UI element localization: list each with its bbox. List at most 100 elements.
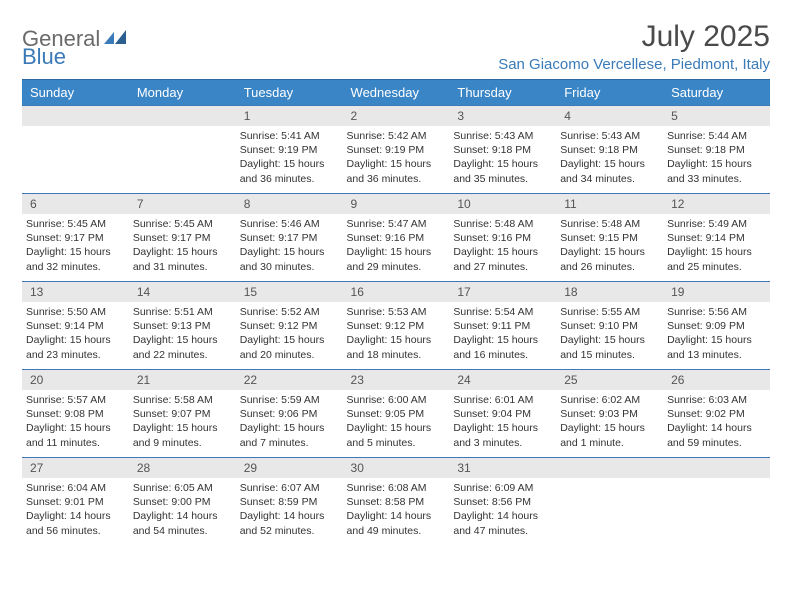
logo-text-2: Blue	[22, 44, 66, 69]
weekday-header: Monday	[129, 80, 236, 106]
calendar-cell: 21Sunrise: 5:58 AMSunset: 9:07 PMDayligh…	[129, 370, 236, 458]
day-details: Sunrise: 6:04 AMSunset: 9:01 PMDaylight:…	[22, 478, 129, 541]
day-number: 5	[663, 106, 770, 126]
day-number: 9	[343, 194, 450, 214]
calendar-cell: 5Sunrise: 5:44 AMSunset: 9:18 PMDaylight…	[663, 106, 770, 194]
calendar-cell	[556, 458, 663, 546]
day-number: 17	[449, 282, 556, 302]
day-details: Sunrise: 5:49 AMSunset: 9:14 PMDaylight:…	[663, 214, 770, 277]
calendar-cell: 23Sunrise: 6:00 AMSunset: 9:05 PMDayligh…	[343, 370, 450, 458]
day-details: Sunrise: 5:58 AMSunset: 9:07 PMDaylight:…	[129, 390, 236, 453]
calendar-cell: 17Sunrise: 5:54 AMSunset: 9:11 PMDayligh…	[449, 282, 556, 370]
day-details: Sunrise: 5:45 AMSunset: 9:17 PMDaylight:…	[129, 214, 236, 277]
calendar-row: 1Sunrise: 5:41 AMSunset: 9:19 PMDaylight…	[22, 106, 770, 194]
logo-blue-row: Blue	[22, 44, 66, 70]
day-number: 13	[22, 282, 129, 302]
calendar-cell: 4Sunrise: 5:43 AMSunset: 9:18 PMDaylight…	[556, 106, 663, 194]
day-details: Sunrise: 5:44 AMSunset: 9:18 PMDaylight:…	[663, 126, 770, 189]
weekday-header: Thursday	[449, 80, 556, 106]
calendar-row: 27Sunrise: 6:04 AMSunset: 9:01 PMDayligh…	[22, 458, 770, 546]
calendar-row: 13Sunrise: 5:50 AMSunset: 9:14 PMDayligh…	[22, 282, 770, 370]
calendar-cell: 6Sunrise: 5:45 AMSunset: 9:17 PMDaylight…	[22, 194, 129, 282]
day-number: 14	[129, 282, 236, 302]
day-number: 7	[129, 194, 236, 214]
day-details: Sunrise: 5:59 AMSunset: 9:06 PMDaylight:…	[236, 390, 343, 453]
weekday-header: Wednesday	[343, 80, 450, 106]
calendar-cell: 29Sunrise: 6:07 AMSunset: 8:59 PMDayligh…	[236, 458, 343, 546]
calendar-cell: 7Sunrise: 5:45 AMSunset: 9:17 PMDaylight…	[129, 194, 236, 282]
calendar-cell: 16Sunrise: 5:53 AMSunset: 9:12 PMDayligh…	[343, 282, 450, 370]
day-details: Sunrise: 5:43 AMSunset: 9:18 PMDaylight:…	[449, 126, 556, 189]
calendar-cell: 13Sunrise: 5:50 AMSunset: 9:14 PMDayligh…	[22, 282, 129, 370]
day-number: 4	[556, 106, 663, 126]
day-details: Sunrise: 6:02 AMSunset: 9:03 PMDaylight:…	[556, 390, 663, 453]
day-number: 23	[343, 370, 450, 390]
calendar-cell: 1Sunrise: 5:41 AMSunset: 9:19 PMDaylight…	[236, 106, 343, 194]
calendar-cell: 18Sunrise: 5:55 AMSunset: 9:10 PMDayligh…	[556, 282, 663, 370]
day-number: 26	[663, 370, 770, 390]
month-title: July 2025	[498, 20, 770, 54]
day-number: 25	[556, 370, 663, 390]
day-number: 30	[343, 458, 450, 478]
calendar-cell: 19Sunrise: 5:56 AMSunset: 9:09 PMDayligh…	[663, 282, 770, 370]
day-number: 28	[129, 458, 236, 478]
calendar-cell: 2Sunrise: 5:42 AMSunset: 9:19 PMDaylight…	[343, 106, 450, 194]
calendar-cell: 31Sunrise: 6:09 AMSunset: 8:56 PMDayligh…	[449, 458, 556, 546]
day-number: 29	[236, 458, 343, 478]
day-details: Sunrise: 6:01 AMSunset: 9:04 PMDaylight:…	[449, 390, 556, 453]
logo-icon	[104, 26, 128, 52]
day-details: Sunrise: 5:57 AMSunset: 9:08 PMDaylight:…	[22, 390, 129, 453]
day-number: 8	[236, 194, 343, 214]
day-number: 19	[663, 282, 770, 302]
day-details: Sunrise: 5:51 AMSunset: 9:13 PMDaylight:…	[129, 302, 236, 365]
day-number: 20	[22, 370, 129, 390]
day-number: 11	[556, 194, 663, 214]
calendar-cell: 14Sunrise: 5:51 AMSunset: 9:13 PMDayligh…	[129, 282, 236, 370]
day-details: Sunrise: 5:41 AMSunset: 9:19 PMDaylight:…	[236, 126, 343, 189]
day-details: Sunrise: 5:50 AMSunset: 9:14 PMDaylight:…	[22, 302, 129, 365]
day-details: Sunrise: 5:48 AMSunset: 9:15 PMDaylight:…	[556, 214, 663, 277]
calendar-cell	[129, 106, 236, 194]
day-details: Sunrise: 6:03 AMSunset: 9:02 PMDaylight:…	[663, 390, 770, 453]
header: General July 2025 San Giacomo Vercellese…	[22, 20, 770, 73]
calendar-cell: 30Sunrise: 6:08 AMSunset: 8:58 PMDayligh…	[343, 458, 450, 546]
day-number: 18	[556, 282, 663, 302]
calendar-cell: 22Sunrise: 5:59 AMSunset: 9:06 PMDayligh…	[236, 370, 343, 458]
weekday-header: Friday	[556, 80, 663, 106]
day-details: Sunrise: 5:47 AMSunset: 9:16 PMDaylight:…	[343, 214, 450, 277]
day-details: Sunrise: 6:05 AMSunset: 9:00 PMDaylight:…	[129, 478, 236, 541]
location: San Giacomo Vercellese, Piedmont, Italy	[498, 56, 770, 73]
calendar-cell: 20Sunrise: 5:57 AMSunset: 9:08 PMDayligh…	[22, 370, 129, 458]
calendar-table: SundayMondayTuesdayWednesdayThursdayFrid…	[22, 79, 770, 546]
calendar-cell	[663, 458, 770, 546]
calendar-cell: 11Sunrise: 5:48 AMSunset: 9:15 PMDayligh…	[556, 194, 663, 282]
day-number: 24	[449, 370, 556, 390]
day-number: 16	[343, 282, 450, 302]
calendar-cell: 15Sunrise: 5:52 AMSunset: 9:12 PMDayligh…	[236, 282, 343, 370]
day-details: Sunrise: 5:45 AMSunset: 9:17 PMDaylight:…	[22, 214, 129, 277]
day-number: 12	[663, 194, 770, 214]
weekday-header-row: SundayMondayTuesdayWednesdayThursdayFrid…	[22, 80, 770, 106]
day-details: Sunrise: 5:52 AMSunset: 9:12 PMDaylight:…	[236, 302, 343, 365]
day-details: Sunrise: 5:56 AMSunset: 9:09 PMDaylight:…	[663, 302, 770, 365]
day-details: Sunrise: 6:00 AMSunset: 9:05 PMDaylight:…	[343, 390, 450, 453]
day-number: 22	[236, 370, 343, 390]
calendar-cell	[22, 106, 129, 194]
day-details: Sunrise: 6:07 AMSunset: 8:59 PMDaylight:…	[236, 478, 343, 541]
day-number: 15	[236, 282, 343, 302]
calendar-cell: 26Sunrise: 6:03 AMSunset: 9:02 PMDayligh…	[663, 370, 770, 458]
day-details: Sunrise: 5:54 AMSunset: 9:11 PMDaylight:…	[449, 302, 556, 365]
day-number: 10	[449, 194, 556, 214]
day-details: Sunrise: 5:46 AMSunset: 9:17 PMDaylight:…	[236, 214, 343, 277]
day-details: Sunrise: 5:48 AMSunset: 9:16 PMDaylight:…	[449, 214, 556, 277]
day-number: 27	[22, 458, 129, 478]
calendar-cell: 10Sunrise: 5:48 AMSunset: 9:16 PMDayligh…	[449, 194, 556, 282]
day-number: 2	[343, 106, 450, 126]
title-block: July 2025 San Giacomo Vercellese, Piedmo…	[498, 20, 770, 73]
calendar-row: 20Sunrise: 5:57 AMSunset: 9:08 PMDayligh…	[22, 370, 770, 458]
calendar-cell: 28Sunrise: 6:05 AMSunset: 9:00 PMDayligh…	[129, 458, 236, 546]
day-number: 31	[449, 458, 556, 478]
day-details: Sunrise: 5:42 AMSunset: 9:19 PMDaylight:…	[343, 126, 450, 189]
day-details: Sunrise: 5:55 AMSunset: 9:10 PMDaylight:…	[556, 302, 663, 365]
day-number: 21	[129, 370, 236, 390]
